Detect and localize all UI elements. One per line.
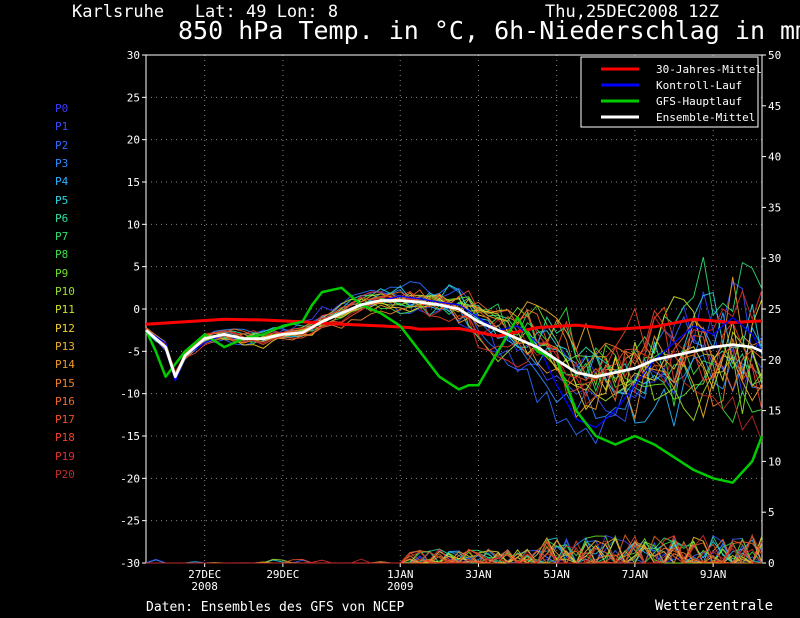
- y-left-tick-label: 0: [133, 303, 140, 316]
- x-tick-sublabel: 2009: [387, 580, 414, 593]
- member-label-p6: P6: [55, 211, 69, 225]
- x-tick-label: 29DEC: [266, 568, 299, 581]
- y-left-tick-label: -15: [120, 430, 140, 443]
- member-label-p11: P11: [55, 303, 75, 317]
- y-right-tick-label: 25: [768, 303, 781, 316]
- y-right-tick-label: 50: [768, 49, 781, 62]
- y-left-tick-label: -20: [120, 472, 140, 485]
- legend: 30-Jahres-Mittel Kontroll-Lauf GFS-Hauptla…: [580, 56, 762, 128]
- y-left-tick-label: 30: [127, 49, 140, 62]
- y-right-tick-label: 15: [768, 405, 781, 418]
- main-series: [144, 286, 764, 484]
- member-label-p18: P18: [55, 431, 75, 445]
- y-left-tick-label: -5: [127, 345, 140, 358]
- member-label-p16: P16: [55, 394, 75, 408]
- x-tick-label: 27DEC: [188, 568, 221, 581]
- axes: -30 -25 -20 -15 -10 -5 0 5 10 15 20 25 30 0 5 10 15 20 25 3…: [120, 49, 781, 593]
- x-tick-sublabel: 2008: [191, 580, 218, 593]
- series-gfs-hauptlauf: [144, 286, 764, 484]
- member-label-p20: P20: [55, 468, 75, 481]
- precip-line-p20: [146, 534, 763, 565]
- precipitation-lines: [145, 533, 763, 565]
- y-left-tick-label: 5: [133, 261, 140, 274]
- run-time: Thu,25DEC2008 12Z: [545, 2, 719, 22]
- member-label-p9: P9: [55, 266, 69, 280]
- y-left-tick-label: 10: [127, 218, 140, 231]
- x-tick-label: 9JAN: [700, 568, 727, 581]
- ensemble-line-p1: [145, 281, 763, 423]
- y-right-tick-label: 30: [768, 252, 781, 265]
- series-30-jahres-mittel: [145, 317, 763, 338]
- ensemble-line-p12: [145, 297, 763, 411]
- y-right-tick-label: 10: [768, 455, 781, 468]
- member-label-p7: P7: [55, 230, 69, 244]
- x-tick-label: 7JAN: [622, 568, 649, 581]
- member-label-p1: P1: [55, 120, 69, 134]
- brand-label: Wetterzentrale: [655, 598, 774, 614]
- location-header: Karlsruhe Lat: 49 Lon: 8: [72, 2, 339, 22]
- data-source-note: Daten: Ensembles des GFS von NCEP: [146, 600, 405, 615]
- legend-label: 30-Jahres-Mittel: [656, 63, 762, 76]
- y-left-tick-label: -30: [120, 557, 140, 570]
- y-right-tick-label: 0: [768, 557, 775, 570]
- x-tick-label: 3JAN: [465, 568, 492, 581]
- member-label-p0: P0: [55, 102, 69, 115]
- y-right-tick-label: 40: [768, 151, 781, 164]
- ensemble-line-p4: [145, 297, 763, 427]
- legend-label: GFS-Hauptlauf: [656, 95, 742, 108]
- legend-label: Ensemble-Mittel: [656, 111, 755, 124]
- member-label-p15: P15: [55, 376, 75, 390]
- member-label-p4: P4: [55, 175, 69, 189]
- legend-label: Kontroll-Lauf: [656, 79, 742, 92]
- ensemble-line-p16: [145, 289, 763, 403]
- y-right-tick-label: 35: [768, 201, 781, 214]
- member-label-p3: P3: [55, 156, 69, 170]
- chart-title: 850 hPa Temp. in °C, 6h-Niederschlag in …: [178, 16, 800, 45]
- y-right-tick-label: 20: [768, 354, 781, 367]
- member-label-p14: P14: [55, 358, 75, 372]
- member-label-p8: P8: [55, 248, 69, 262]
- member-label-p19: P19: [55, 449, 75, 463]
- member-label-p5: P5: [55, 193, 69, 207]
- ensemble-line-p9: [145, 292, 763, 400]
- y-left-tick-label: 25: [127, 91, 140, 104]
- y-left-tick-label: 20: [127, 134, 140, 147]
- y-left-tick-label: -10: [120, 388, 140, 401]
- y-left-tick-label: 15: [127, 176, 140, 189]
- ensemble-lines: [145, 256, 763, 445]
- series-ensemble-mittel: [145, 299, 763, 379]
- member-label-p10: P10: [55, 285, 75, 298]
- x-tick-label: 5JAN: [543, 568, 570, 581]
- y-right-tick-label: 45: [768, 100, 781, 113]
- x-tick-label: 1JAN: [387, 568, 414, 581]
- ensemble-line-p2: [145, 281, 763, 445]
- member-label-p12: P12: [55, 321, 75, 335]
- ensemble-line-p3: [145, 285, 763, 420]
- member-label-p17: P17: [55, 413, 75, 427]
- member-label-p13: P13: [55, 339, 75, 353]
- y-right-tick-label: 5: [768, 506, 775, 519]
- y-left-tick-label: -25: [120, 515, 140, 528]
- member-label-p2: P2: [55, 138, 69, 152]
